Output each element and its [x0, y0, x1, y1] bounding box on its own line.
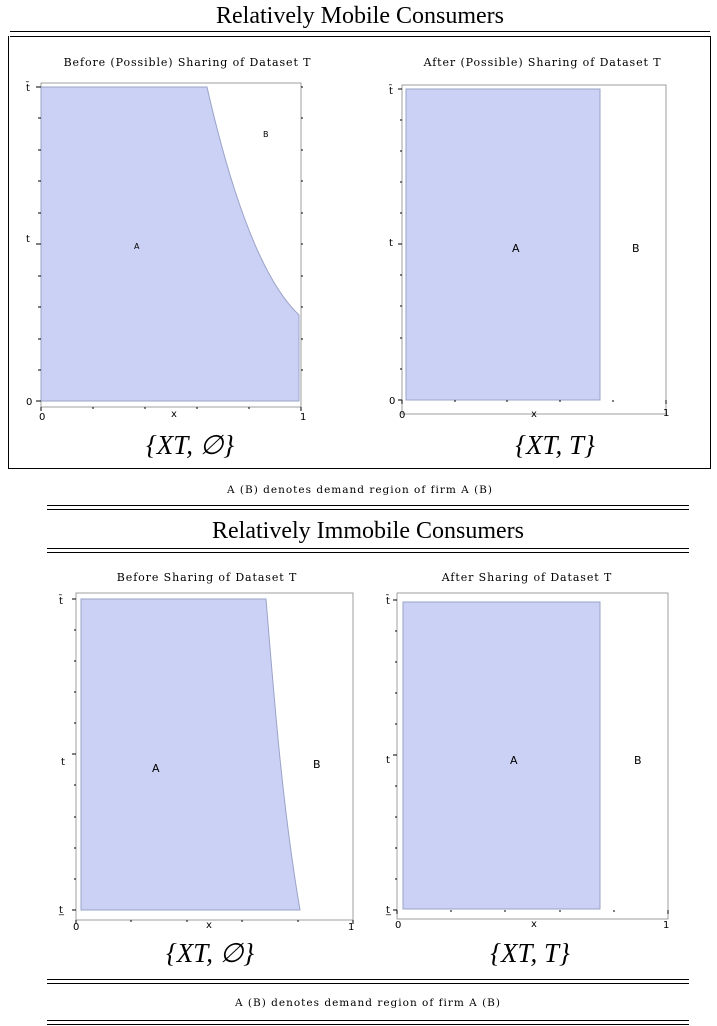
mobile-before-caption: Before (Possible) Sharing of Dataset T: [63, 56, 312, 69]
region-a-area: [40, 86, 300, 402]
immobile-note: A (B) denotes demand region of firm A (B…: [235, 997, 501, 1009]
y-tick-bottom: t̲: [58, 905, 65, 916]
y-axis-label: t: [61, 757, 65, 768]
x-axis-label: x: [531, 409, 537, 420]
region-a-label: A: [512, 242, 520, 255]
x-tick-max: 1: [300, 412, 306, 423]
y-tick-top: t̄: [386, 594, 390, 607]
mobile-after-caption: After (Possible) Sharing of Dataset T: [423, 56, 662, 69]
y-axis-label: t: [389, 238, 393, 249]
y-axis-label: t: [26, 234, 30, 245]
region-b-label: B: [634, 754, 642, 767]
mobile-after-label: {XT, T}: [515, 430, 595, 460]
region-a-area: [402, 601, 601, 910]
x-axis-label: x: [531, 919, 537, 930]
x-tick-max: 1: [663, 920, 669, 931]
mobile-before-label: {XT, ∅}: [145, 430, 235, 460]
region-b-label: B: [313, 758, 321, 771]
immobile-before-label: {XT, ∅}: [165, 938, 255, 968]
x-axis-label: x: [206, 920, 212, 931]
mobile-note: A (B) denotes demand region of firm A (B…: [227, 484, 493, 496]
region-a-area: [405, 88, 601, 401]
x-tick-max: 1: [663, 408, 669, 419]
region-b-label: B: [263, 130, 269, 139]
immobile-before-plot: t̄ t t̲ 0 x 1 A B: [58, 592, 354, 933]
x-tick-min: 0: [73, 922, 79, 933]
immobile-after-label: {XT, T}: [490, 938, 570, 968]
region-a-area: [80, 598, 301, 911]
mobile-after-plot: t̄ t 0 0 x 1 A B: [389, 84, 669, 421]
y-tick-bottom: t̲: [385, 905, 392, 916]
x-tick-min: 0: [399, 410, 405, 421]
x-tick-min: 0: [395, 920, 401, 931]
y-tick-top: t̄: [26, 81, 30, 94]
y-tick-zero: 0: [389, 396, 395, 407]
x-tick-max: 1: [348, 922, 354, 933]
immobile-before-caption: Before Sharing of Dataset T: [116, 571, 298, 584]
y-tick-top: t̄: [59, 594, 63, 607]
x-axis-label: x: [171, 409, 177, 420]
y-axis-label: t: [386, 755, 390, 766]
y-tick-top: t̄: [389, 84, 393, 97]
immobile-after-plot: t̄ t t̲ 0 x 1 A B: [385, 592, 669, 931]
region-a-label: A: [510, 754, 518, 767]
x-tick-min: 0: [39, 412, 45, 423]
immobile-after-caption: After Sharing of Dataset T: [441, 571, 613, 584]
mobile-before-plot: t̄ t 0 0 x 1 A B: [26, 81, 306, 423]
y-tick-zero: 0: [26, 397, 32, 408]
region-a-label: A: [134, 242, 140, 251]
region-b-label: B: [632, 242, 640, 255]
region-a-label: A: [152, 762, 160, 775]
mobile-heading: Relatively Mobile Consumers: [216, 3, 504, 29]
immobile-heading: Relatively Immobile Consumers: [212, 518, 524, 544]
